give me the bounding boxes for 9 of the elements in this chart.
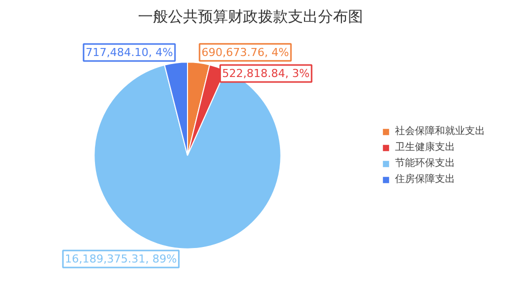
data-label: 717,484.10, 4% [86,46,174,59]
data-label: 16,189,375.31, 89% [64,252,177,266]
legend-label: 住房保障支出 [395,172,455,186]
data-label: 690,673.76, 4% [202,46,289,59]
legend-label: 卫生健康支出 [395,140,455,154]
legend-label: 节能环保支出 [395,156,455,170]
data-label: 522,818.84, 3% [222,67,310,80]
legend-label: 社会保障和就业支出 [395,124,485,138]
chart-title: 一般公共预算财政拨款支出分布图 [138,8,363,26]
